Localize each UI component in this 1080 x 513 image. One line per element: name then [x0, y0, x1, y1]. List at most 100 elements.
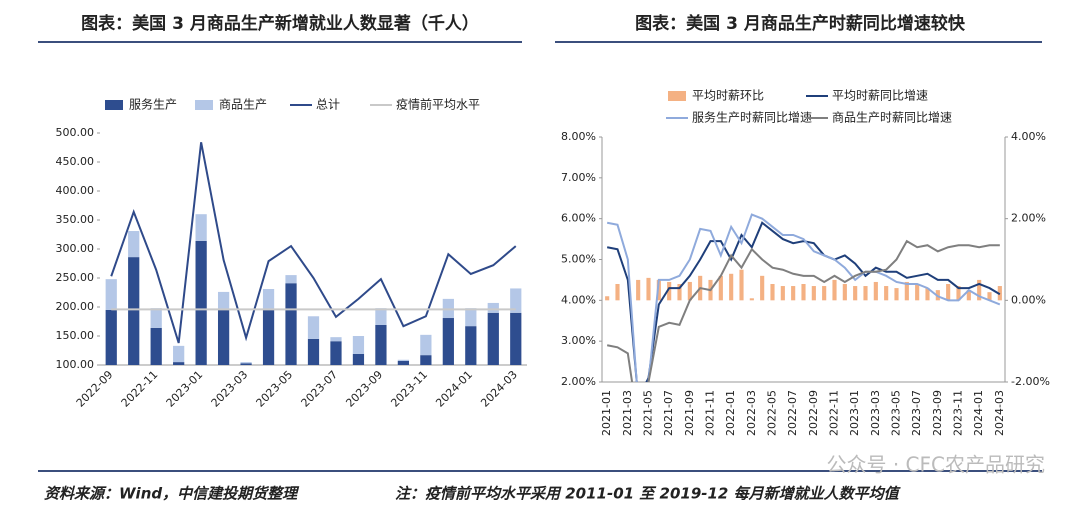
x-tick-label: 2023-05 — [890, 390, 903, 436]
legend-swatch — [668, 91, 686, 101]
bar — [128, 231, 140, 258]
bar — [811, 286, 816, 301]
x-tick-label: 2023-03 — [869, 390, 882, 436]
x-tick-label: 2024-03 — [478, 368, 520, 410]
bar — [217, 308, 230, 365]
bar — [884, 286, 889, 301]
bar — [128, 257, 140, 365]
bar — [987, 292, 992, 301]
line-series — [606, 213, 1001, 382]
y-tick-label: 450.00 — [56, 155, 95, 168]
bar — [465, 326, 477, 365]
y-tick-label: 6.00% — [561, 212, 596, 225]
y-tick-label: 250.00 — [56, 271, 95, 284]
x-tick-label: 2023-01 — [164, 368, 206, 410]
bar — [801, 284, 806, 301]
bar — [307, 316, 320, 339]
line-series — [606, 239, 1000, 382]
x-tick-label: 2023-03 — [209, 368, 251, 410]
bar — [195, 214, 207, 241]
bar — [667, 281, 672, 301]
y-tick-label: 3.00% — [561, 334, 596, 347]
line-series — [110, 142, 517, 344]
y-tick-label: 5.00% — [561, 253, 596, 266]
legend-label: 商品生产 — [219, 97, 267, 112]
x-tick-label: 2022-03 — [745, 390, 758, 436]
bar — [420, 355, 432, 365]
bar — [285, 283, 297, 365]
x-tick-label: 2023-07 — [299, 368, 341, 410]
legend-label: 服务生产 — [129, 97, 177, 112]
bar — [240, 363, 252, 365]
x-tick-label: 2022-09 — [74, 368, 116, 410]
x-tick-label: 2022-01 — [724, 390, 737, 436]
x-tick-label: 2023-07 — [910, 390, 923, 436]
bar — [863, 286, 868, 301]
bar — [173, 362, 185, 365]
legend-swatch — [105, 100, 123, 110]
bar — [150, 327, 162, 365]
chart-title: 图表：美国 3 月商品生产时薪同比增速较快 — [635, 13, 966, 34]
bar — [656, 279, 661, 301]
line-series — [606, 221, 1001, 382]
y-tick-label: 4.00% — [561, 293, 596, 306]
bar — [946, 284, 951, 301]
chart-title: 图表：美国 3 月商品生产新增就业人数显著（千人） — [81, 13, 479, 34]
plot-area — [105, 142, 522, 365]
x-tick-label: 2021-03 — [621, 390, 634, 436]
source: 资料来源：Wind，中信建投期货整理 — [44, 485, 300, 503]
bar — [904, 281, 909, 301]
x-tick-label: 2022-05 — [766, 390, 779, 436]
legend-label: 商品生产时薪同比增速 — [832, 110, 952, 125]
bar — [150, 308, 162, 328]
bar — [915, 284, 920, 301]
y-tick-label: 100.00 — [56, 358, 95, 371]
bar — [330, 337, 342, 342]
bar — [822, 286, 827, 301]
y-tick-label: 2.00% — [561, 375, 596, 388]
y-tick-label: 7.00% — [561, 171, 596, 184]
y-tick-label: 200.00 — [56, 300, 95, 313]
watermark: 公众号 · CFC农产品研究 — [826, 453, 1045, 477]
bar — [487, 312, 499, 365]
bar — [442, 318, 454, 365]
bar — [262, 289, 275, 309]
x-tick-label: 2021-09 — [683, 390, 696, 436]
x-tick-label: 2023-09 — [343, 368, 385, 410]
bar — [105, 309, 117, 365]
legend-label: 总计 — [316, 98, 340, 112]
bar — [285, 275, 297, 284]
bar — [853, 286, 858, 301]
x-tick-label: 2023-01 — [848, 390, 861, 436]
bar — [397, 360, 410, 365]
y-tick-label: 400.00 — [56, 184, 95, 197]
bar — [760, 275, 765, 301]
legend-label: 疫情前平均水平 — [396, 97, 480, 112]
x-tick-label: 2023-11 — [952, 390, 965, 436]
bar — [352, 353, 365, 365]
x-tick-label: 2021-11 — [704, 390, 717, 436]
x-tick-label: 2022-11 — [828, 390, 841, 436]
bar — [791, 286, 796, 301]
bar — [307, 338, 320, 365]
x-tick-label: 2024-03 — [993, 390, 1006, 436]
bar — [510, 288, 522, 313]
bar — [729, 273, 734, 301]
bar — [375, 308, 387, 325]
bar — [780, 286, 785, 301]
bar — [956, 286, 961, 301]
bar — [420, 334, 432, 356]
x-tick-label: 2022-11 — [119, 368, 161, 410]
y-tick-label: 500.00 — [56, 126, 95, 139]
y2-tick-label: 2.00% — [1011, 212, 1046, 225]
bar — [375, 324, 387, 365]
x-tick-label: 2021-05 — [642, 390, 655, 436]
bar — [842, 284, 847, 301]
y-tick-label: 8.00% — [561, 130, 596, 143]
x-tick-label: 2024-01 — [433, 368, 475, 410]
bar — [749, 298, 754, 301]
x-tick-label: 2022-09 — [807, 390, 820, 436]
bar — [195, 240, 207, 365]
y-tick-label: 150.00 — [56, 329, 95, 342]
legend-swatch — [195, 100, 213, 110]
